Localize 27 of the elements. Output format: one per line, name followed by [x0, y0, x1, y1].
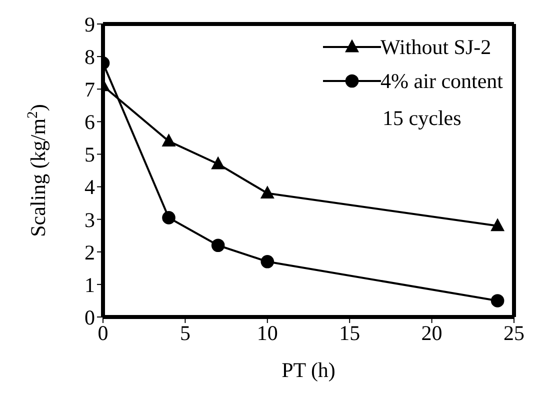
y-tick-label: 1: [84, 272, 95, 297]
x-tick-label: 10: [256, 320, 278, 345]
y-tick-label: 6: [84, 110, 95, 134]
y-tick-label: 4: [84, 175, 96, 200]
x-tick-label: 5: [180, 320, 190, 345]
y-tick-label: 5: [84, 142, 95, 167]
x-tick-label: 20: [421, 320, 442, 345]
annotation: 15 cycles: [382, 106, 462, 131]
y-tick-label: 0: [84, 305, 95, 330]
y-tick-label: 2: [84, 240, 95, 264]
point: [490, 218, 505, 232]
y-tick-label: 3: [84, 208, 95, 232]
x-tick-label: 15: [339, 320, 360, 345]
y-tick-label: 8: [84, 45, 95, 70]
y-tick-label: 9: [84, 12, 95, 36]
point: [211, 238, 225, 252]
point: [260, 186, 274, 199]
legend-label: 4% air content: [380, 68, 503, 94]
point: [162, 211, 176, 224]
point: [162, 134, 176, 146]
x-tick-label: 25: [504, 320, 524, 345]
x-axis-title: PT (h): [282, 358, 336, 382]
legend-label: Without SJ-2: [380, 34, 492, 60]
point: [260, 255, 274, 268]
y-tick-label: 7: [84, 78, 95, 102]
point: [490, 294, 504, 308]
point: [211, 156, 226, 170]
